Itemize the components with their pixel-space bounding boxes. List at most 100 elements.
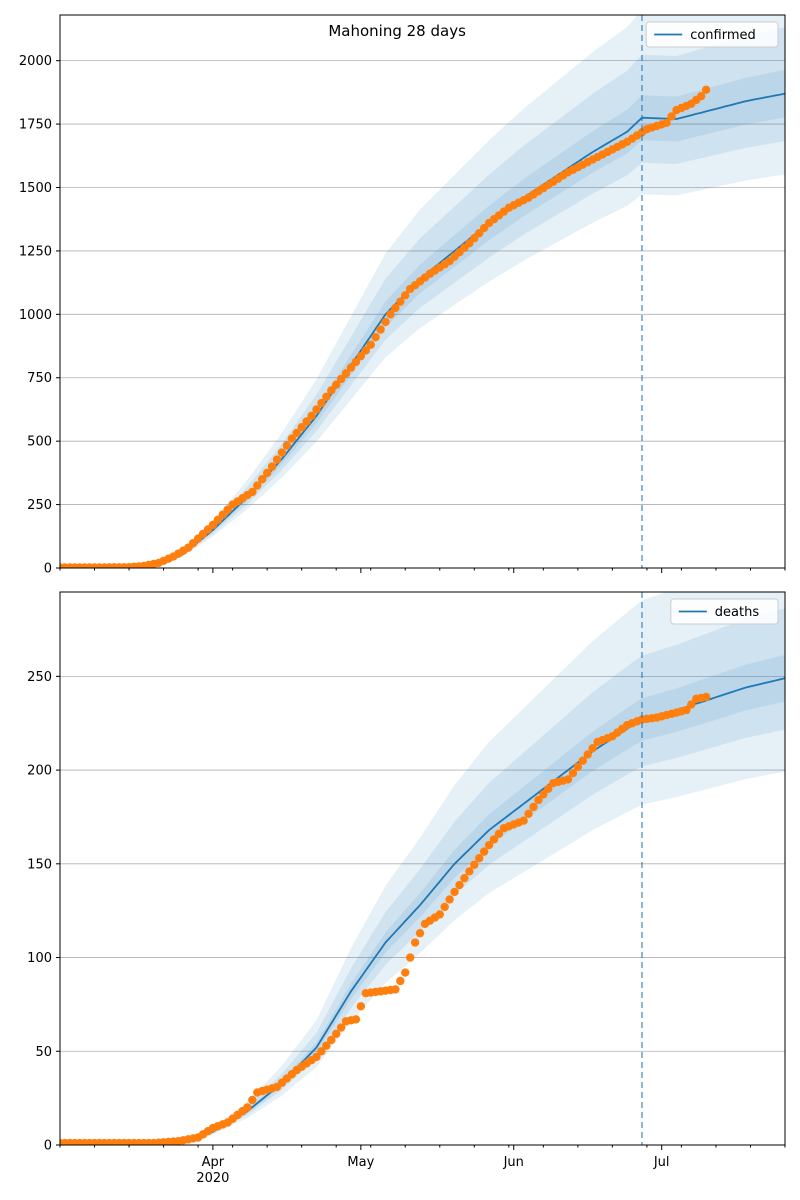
observed-point [484,840,494,850]
observed-point [455,880,464,890]
observed-point [282,441,292,450]
observed-point [341,369,351,378]
y-tick-label: 500 [27,435,52,450]
y-tick-label: 750 [27,371,52,386]
observed-point [292,428,301,438]
y-tick-label: 1000 [19,308,52,323]
legend: deaths [670,598,779,625]
observed-point [445,895,454,904]
y-tick-label: 2000 [19,54,52,69]
observed-point [494,829,504,839]
legend-label: deaths [715,605,760,620]
plot-area [60,592,785,1145]
observed-point [287,434,297,443]
observed-point [386,310,395,319]
y-tick-label: 0 [44,1139,52,1154]
observed-point [578,756,587,765]
observed-point [248,1095,257,1105]
observed-point [524,809,533,819]
x-tick-label: Jul [653,1155,670,1170]
observed-point [662,118,671,128]
axes-frame [59,591,786,1146]
axes-frame [59,14,786,569]
observed-point [701,85,711,95]
observed-point [336,374,346,384]
observed-point [396,976,405,986]
observed-point [331,380,341,389]
observed-point [460,873,469,883]
observed-point [307,411,316,420]
observed-point [682,705,691,715]
observed-point [356,1002,366,1011]
observed-point [583,750,592,759]
observed-point [701,692,711,702]
observed-point [366,340,375,349]
observed-point [568,769,578,778]
observed-point [450,887,459,897]
observed-point [687,700,696,709]
observed-point [381,317,390,327]
observed-point [573,762,583,772]
observed-point [351,357,361,367]
observed-point [351,1015,361,1024]
observed-point [253,481,262,490]
legend-label: confirmed [690,28,756,43]
y-tick-label: 0 [44,562,52,577]
y-tick-label: 250 [27,498,52,513]
observed-point [588,744,597,753]
observed-point [317,1047,326,1056]
observed-point [696,91,706,101]
observed-point [544,784,553,794]
observed-point [258,475,267,484]
y-tick-label: 250 [27,670,52,685]
observed-point [327,386,336,395]
observed-point [356,351,366,361]
plot-area [60,15,785,568]
y-tick-label: 150 [27,857,52,872]
observed-point [317,398,326,408]
confirmed-panel: 0 250 500 750 1000 1250 1500 1750 2000 Mahoning 2… [19,14,786,577]
legend-box [645,21,779,48]
observed-point [415,928,425,938]
observed-point [563,775,573,784]
chart-title: Mahoning 28 days [328,22,466,40]
observed-point [410,938,420,947]
observed-point [376,325,385,334]
observed-point [243,1103,252,1112]
observed-point [391,303,400,313]
observed-point [475,853,484,863]
uncertainty-band-inner [60,69,785,568]
uncertainty-band-middle [60,27,785,568]
observed-point [312,405,321,414]
observed-point [346,363,356,372]
observed-point [465,867,474,876]
y-tick-label: 1750 [19,118,52,133]
observed-point [405,953,415,962]
observed-point [519,816,528,825]
observed-point [361,346,370,355]
y-tick-label: 1500 [19,181,52,196]
observed-point [440,902,449,912]
observed-point [302,417,311,426]
y-tick-label: 200 [27,764,52,779]
x-tick-label: May [347,1155,374,1170]
observed-point [272,455,282,464]
x-tick-label: Apr [202,1155,225,1170]
observed-point [327,1035,336,1045]
uncertainty-band-outer [60,592,785,1145]
y-tick-label: 50 [35,1045,52,1060]
y-tick-label: 100 [27,951,52,966]
observed-point [371,332,380,342]
observed-point [267,462,277,471]
observed-point [529,802,538,812]
x-tick-sublabel: 2020 [196,1171,229,1186]
observed-point [534,795,543,805]
observed-point [470,860,479,869]
observed-point [312,1052,321,1062]
observed-point [667,112,676,121]
observed-point [262,468,272,478]
observed-point [396,297,405,306]
observed-point [248,487,257,497]
